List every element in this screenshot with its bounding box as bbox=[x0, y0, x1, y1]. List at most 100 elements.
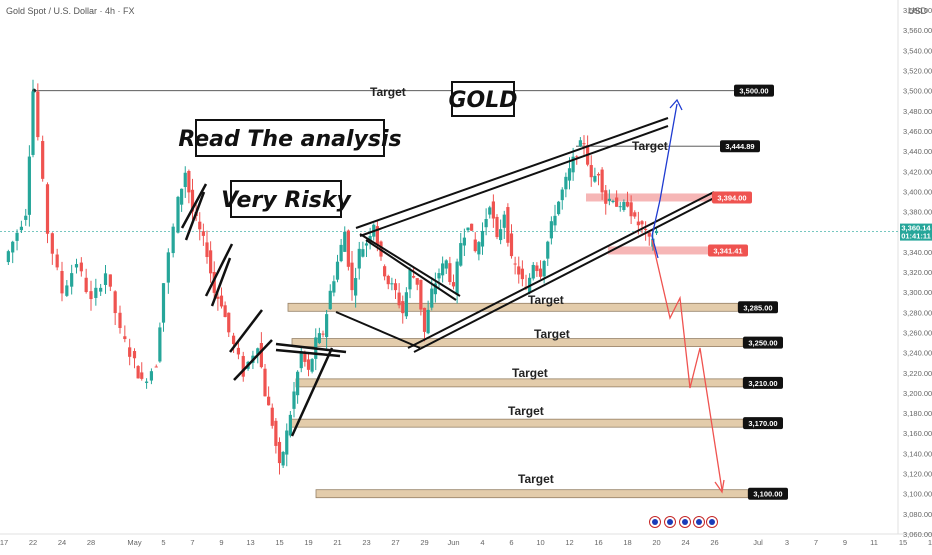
candle-body bbox=[604, 190, 608, 204]
event-flag-inner bbox=[696, 519, 702, 525]
candle-body bbox=[593, 175, 597, 182]
x-tick-label: 15 bbox=[275, 538, 283, 547]
candle-body bbox=[491, 201, 495, 219]
candle-body bbox=[578, 140, 582, 147]
candle-body bbox=[408, 269, 412, 290]
trend-line bbox=[359, 125, 669, 237]
x-tick-label: 16 bbox=[594, 538, 602, 547]
candle-body bbox=[50, 233, 54, 254]
candle-body bbox=[412, 276, 416, 278]
candle-body bbox=[473, 239, 477, 252]
candle-body bbox=[201, 231, 205, 236]
y-tick-label: 3,340.00 bbox=[903, 248, 932, 257]
x-tick-label: 29 bbox=[420, 538, 428, 547]
trend-line bbox=[180, 183, 208, 229]
price-tag-red-bg bbox=[712, 191, 752, 204]
candle-body bbox=[611, 201, 615, 203]
candle-body bbox=[647, 232, 651, 237]
price-tag: 3,170.00 bbox=[748, 419, 777, 428]
event-flag-inner bbox=[709, 519, 715, 525]
candle-body bbox=[607, 198, 611, 201]
candle-body bbox=[190, 189, 195, 212]
candle-body bbox=[339, 244, 343, 262]
candle-body bbox=[455, 261, 459, 295]
trend-line bbox=[365, 239, 457, 301]
event-flags[interactable] bbox=[649, 516, 718, 528]
candle-body bbox=[306, 359, 311, 370]
candle-body bbox=[466, 227, 470, 231]
x-tick-label: 23 bbox=[362, 538, 370, 547]
candle-body bbox=[113, 291, 117, 314]
x-tick-label: 13 bbox=[246, 538, 254, 547]
candle-body bbox=[625, 201, 630, 207]
candle-body bbox=[128, 347, 132, 357]
candle-body bbox=[560, 189, 564, 201]
trend-line bbox=[290, 347, 334, 437]
target-zones bbox=[0, 88, 898, 499]
candle-body bbox=[484, 218, 488, 228]
candle-body bbox=[346, 230, 350, 267]
candle-body bbox=[640, 221, 644, 225]
candle-body bbox=[176, 196, 180, 233]
x-tick-label: 28 bbox=[87, 538, 95, 547]
symbol-title: Gold Spot / U.S. Dollar · 4h · FX bbox=[6, 6, 135, 16]
y-tick-label: 3,480.00 bbox=[903, 107, 932, 116]
target-label: Target bbox=[632, 139, 668, 153]
y-tick-label: 3,580.00 bbox=[903, 6, 932, 15]
candle-body bbox=[644, 228, 648, 230]
candle-body bbox=[383, 266, 387, 277]
price-tag-red-bg bbox=[708, 244, 748, 257]
trend-line bbox=[335, 311, 421, 349]
candle-body bbox=[231, 335, 236, 345]
candle-body bbox=[263, 368, 267, 397]
target-zone bbox=[315, 489, 749, 499]
candle-body bbox=[123, 336, 127, 340]
candle-body bbox=[386, 275, 390, 285]
y-tick-label: 3,500.00 bbox=[903, 87, 932, 96]
candle-body bbox=[223, 305, 227, 318]
candle-body bbox=[321, 333, 325, 335]
candle-body bbox=[582, 143, 586, 145]
very-risky-box: Very Risky bbox=[221, 180, 353, 218]
x-tick-label: 11 bbox=[870, 538, 878, 547]
price-tag: 3,100.00 bbox=[753, 490, 782, 499]
candle-body bbox=[422, 307, 427, 332]
candle-body bbox=[506, 207, 510, 243]
price-tag: 3,250.00 bbox=[748, 339, 777, 348]
candle-body bbox=[390, 283, 394, 285]
price-tag: 3,500.00 bbox=[739, 87, 768, 96]
candle-body bbox=[364, 243, 369, 246]
candle-body bbox=[227, 312, 231, 333]
candle-body bbox=[571, 156, 575, 173]
candle-body bbox=[368, 236, 372, 241]
candle-body bbox=[281, 451, 285, 466]
candle-body bbox=[444, 260, 448, 269]
price-axis-tags: 3,500.00 3,444.89 3,285.00 3,250.00 3,210.00… bbox=[708, 84, 932, 500]
x-tick-label: 12 bbox=[565, 538, 573, 547]
candle-body bbox=[654, 230, 659, 234]
y-tick-label: 3,400.00 bbox=[903, 187, 932, 196]
event-flag-inner bbox=[652, 519, 658, 525]
price-tag-bg bbox=[738, 301, 778, 314]
x-tick-label: 9 bbox=[843, 538, 847, 547]
candle-body bbox=[535, 265, 539, 272]
price-tag-red: 3,394.00 bbox=[717, 193, 746, 202]
candle-body bbox=[343, 231, 347, 252]
candle-body bbox=[404, 292, 408, 317]
x-tick-label: 3 bbox=[785, 538, 789, 547]
projection-down-arrowhead bbox=[714, 479, 725, 494]
candle-body bbox=[180, 188, 184, 205]
candle-body bbox=[441, 263, 445, 276]
candle-body bbox=[375, 226, 379, 245]
y-tick-label: 3,320.00 bbox=[903, 268, 932, 277]
projection-up-arrowhead bbox=[669, 98, 683, 111]
candle-body bbox=[74, 264, 79, 268]
candle-body bbox=[219, 295, 224, 307]
candle-body bbox=[477, 242, 481, 255]
x-tick-label: 9 bbox=[219, 538, 223, 547]
candle-body bbox=[325, 314, 329, 338]
candle-body bbox=[589, 165, 593, 178]
candle-body bbox=[24, 215, 28, 220]
